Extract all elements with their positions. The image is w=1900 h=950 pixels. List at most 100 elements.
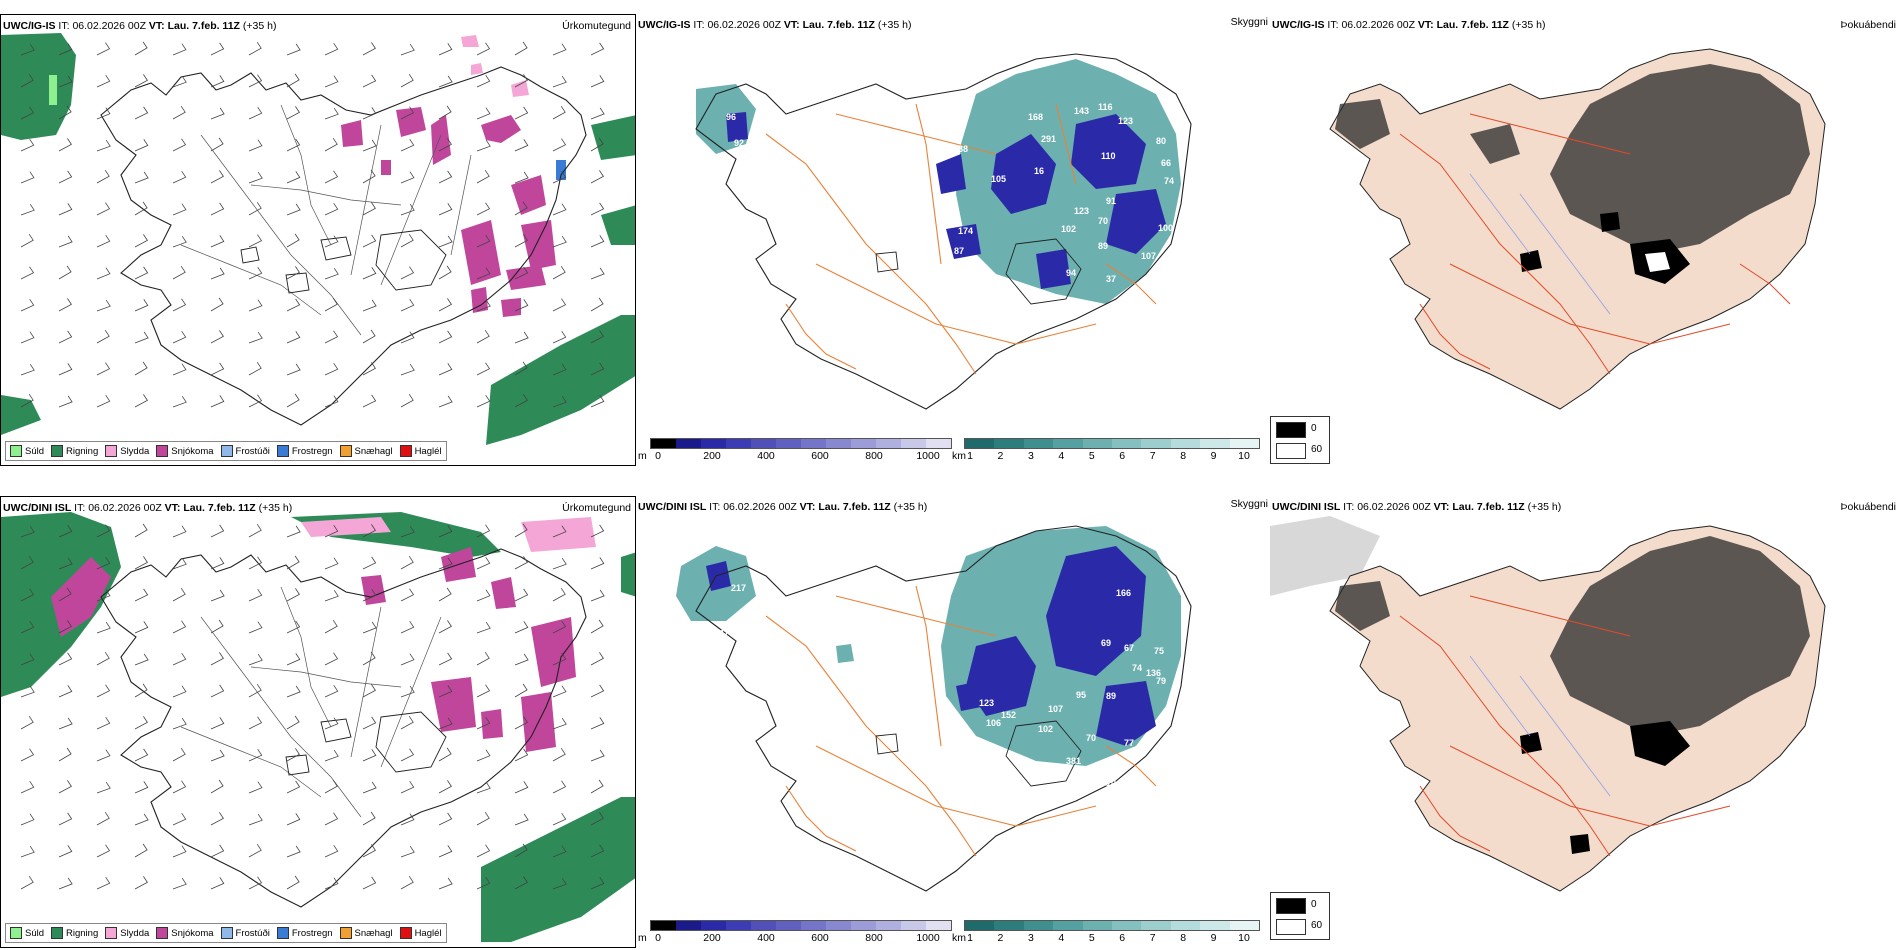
wind-barb [590,267,605,280]
fog-free [1645,252,1670,272]
wind-barb [590,589,605,602]
wind-barb [324,330,339,344]
rain-area [621,552,635,597]
wind-barb [514,716,528,730]
visibility-value: 105 [991,174,1006,184]
wind-barb [400,555,414,570]
visibility-value: 104 [1106,778,1121,788]
wind-barb [20,780,35,794]
visibility-value: 79 [1156,676,1166,686]
wind-barb [438,298,452,312]
wind-barb [362,267,377,280]
wind-barb [400,748,415,762]
panel-title: Úrkomutegund [562,502,631,514]
wind-barb [172,363,187,376]
sleet-area [301,517,391,537]
glacier-outlines [875,238,1082,305]
wind-barb [400,298,415,312]
wind-barb [362,621,377,634]
wind-barb [324,877,339,890]
wind-barb [362,329,376,344]
wind-barb [324,684,339,698]
visibility-value: 82 [688,638,698,648]
panel-title: Þokuábendi [1840,19,1896,31]
colorbar-strip [964,438,1260,449]
visibility-value: 16 [1034,166,1044,176]
wind-barb [248,266,263,280]
wind-barb [58,685,73,698]
wind-barb [438,877,453,890]
wind-barb [438,620,452,634]
rivers [1469,173,1611,315]
colorbar-cell [926,921,951,930]
wind-barb [172,877,187,890]
wind-barb [58,557,73,570]
colorbar-cell [1111,921,1142,930]
wind-barb [476,202,491,216]
wind-barb [324,524,339,538]
wind-barb [210,395,225,408]
colorbar-strip [650,438,952,449]
colorbar-cell [701,921,726,930]
wind-barb [20,138,35,152]
snow-areas [361,547,576,752]
wind-barb [96,781,111,794]
wind-barb [324,107,339,120]
wind-barb [476,299,491,312]
roads [765,585,1157,857]
colorbar-cell [676,439,701,448]
legend-item: Frostregn [276,927,333,939]
wind-barb [20,363,35,376]
glacier-outlines [285,711,447,776]
wind-barb [248,234,263,248]
wind-barb [286,106,300,120]
legend-label: Súld [25,927,45,939]
wind-barb [400,715,414,730]
visibility-value: 143 [1074,106,1089,116]
wind-barb [286,620,301,634]
wind-barb [400,43,415,56]
legend-swatch [51,927,64,939]
wind-barb [438,138,452,152]
wind-barb [400,845,415,858]
wind-barb [476,844,491,858]
wind-barb [362,556,377,570]
colorbar-cell [901,921,926,930]
wind-barb [362,684,376,698]
legend-item: Frostúði [220,445,270,457]
wind-barb [400,685,415,698]
wind-barb [514,139,529,152]
precip-legend: Súld Rigning Slydda Snjókoma Frostúði Frostre… [5,923,447,943]
wind-barb [552,525,567,538]
colorbar-tick: 0 [655,450,661,462]
wind-barb [172,330,187,344]
legend-label: Rigning [66,927,99,939]
precip-panel-top: UWC/IG-IS IT: 06.02.2026 00Z VT: Lau. 7.… [0,14,636,466]
wind-barb [514,683,528,698]
wind-barb [96,234,111,248]
wind-barb [210,267,225,280]
wind-barb [590,235,605,248]
wind-barb [20,555,34,570]
wind-barb [362,362,376,376]
colorbar-tick: 3 [1027,932,1034,944]
wind-barb [58,265,72,280]
wind-barb [210,137,224,152]
colorbar-unit: km [952,932,966,944]
wind-barb [400,813,415,826]
fog-legend-key-light [1276,919,1306,935]
legend-swatch [399,927,412,939]
dense-areas [706,546,1156,746]
wind-barb [248,843,262,858]
wind-barb [552,877,567,890]
wind-barb [552,587,566,602]
wind-barb [172,75,187,88]
visibility-labels: 217 118 82 147 123 152 102 107 69 67 74 95 89 136 75 79… [688,583,1166,788]
interior-lines [180,104,472,336]
wind-barb [400,233,414,248]
colorbar-tick: 8 [1180,932,1187,944]
wind-barb [134,234,148,248]
visibility-colorbar: km 1 2 3 4 5 6 7 8 9 10 [952,438,1260,464]
legend-label: Haglél [414,927,442,939]
colorbar-tick: 2 [997,932,1004,944]
